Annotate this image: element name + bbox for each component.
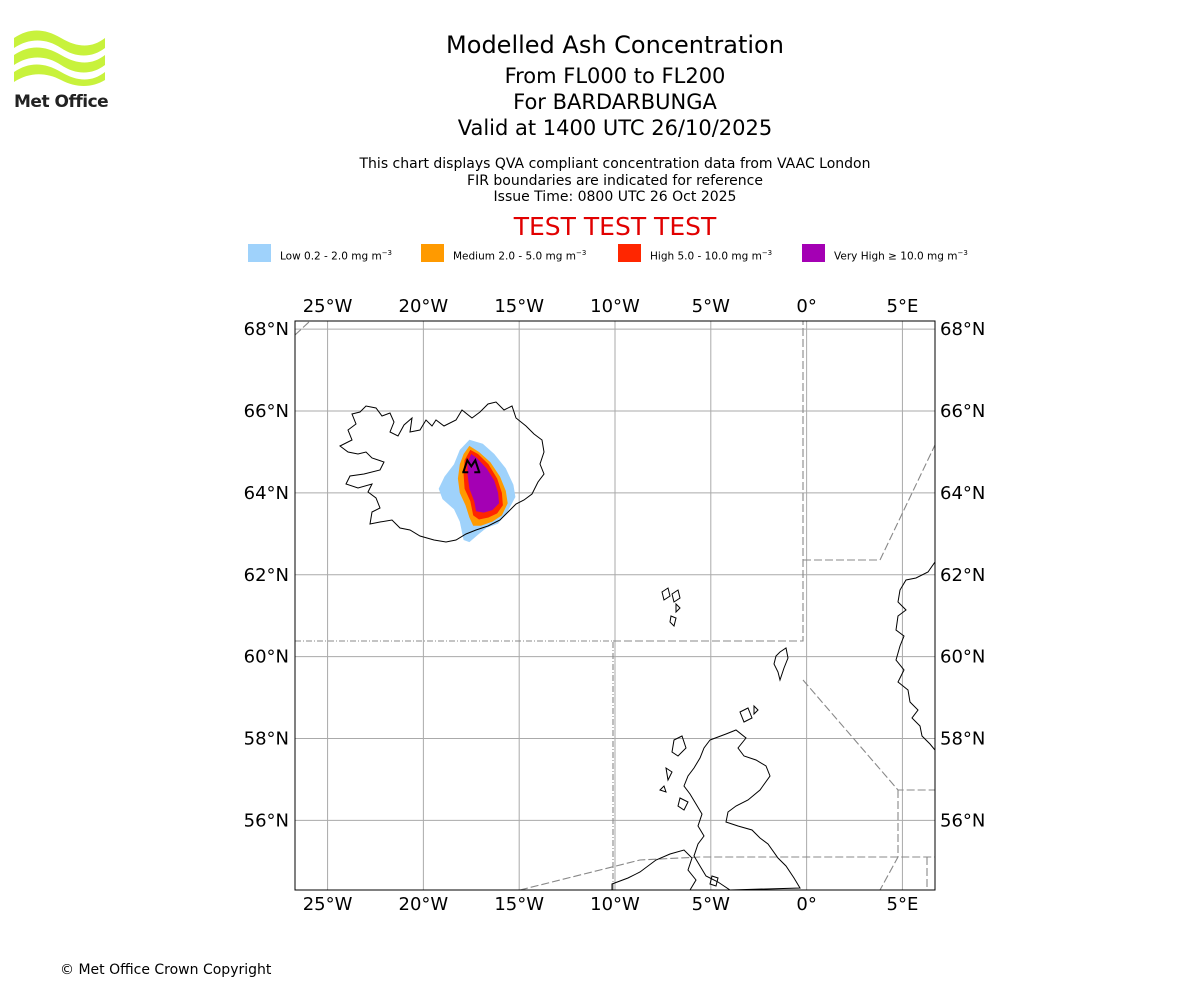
legend-unit-low: −3 xyxy=(381,249,393,257)
coastline-hebrides xyxy=(659,735,689,811)
lat-label-left: 56°N xyxy=(244,810,289,831)
lon-label-top: 10°W xyxy=(590,296,640,317)
volcano-icon xyxy=(462,458,481,474)
lon-label-bottom: 10°W xyxy=(590,894,640,915)
lat-label-right: 64°N xyxy=(940,483,985,504)
lon-label-top: 5°E xyxy=(887,296,919,317)
fir-boundary-north-sea xyxy=(802,679,935,791)
ash-concentration-areas xyxy=(438,439,516,543)
lon-label-top: 15°W xyxy=(494,296,544,317)
fir-boundary-north-atlantic xyxy=(295,640,614,890)
lat-label-left: 68°N xyxy=(244,319,289,340)
valid-time: Valid at 1400 UTC 26/10/2025 xyxy=(457,116,773,140)
met-office-logo: Met Office xyxy=(14,30,109,112)
lat-label-left: 62°N xyxy=(244,565,289,586)
legend-label-high: High 5.0 - 10.0 mg m xyxy=(650,250,762,263)
chart-header: Modelled Ash Concentration From FL000 to… xyxy=(315,30,915,242)
coastline-scotland xyxy=(683,729,801,890)
fir-boundary-southeast xyxy=(879,790,899,890)
legend-swatch-high xyxy=(618,244,641,262)
fir-boundary-shanwick xyxy=(519,856,935,890)
legend-unit-high: −3 xyxy=(761,249,773,257)
legend-swatch-very-high xyxy=(802,244,825,262)
legend-label-very-high: Very High ≥ 10.0 mg m xyxy=(834,250,958,263)
lat-label-right: 68°N xyxy=(940,319,985,340)
chart-title: Modelled Ash Concentration xyxy=(446,31,784,59)
lat-label-left: 60°N xyxy=(244,647,289,668)
lat-label-right: 60°N xyxy=(940,647,985,668)
coastline-orkney xyxy=(739,704,759,723)
fir-boundary-norway xyxy=(803,444,935,561)
coastline-faroe-islands xyxy=(661,587,681,627)
graticule xyxy=(295,321,935,890)
fir-note: FIR boundaries are indicated for referen… xyxy=(467,172,763,189)
lat-label-right: 56°N xyxy=(940,810,985,831)
lat-label-left: 58°N xyxy=(244,729,289,750)
lat-label-right: 62°N xyxy=(940,565,985,586)
volcano-symbol xyxy=(462,458,481,474)
lat-label-right: 66°N xyxy=(940,401,985,422)
fir-boundaries xyxy=(295,321,935,890)
fir-boundary-northwest xyxy=(295,321,311,336)
coastline-norway xyxy=(895,561,935,751)
lon-label-bottom: 5°E xyxy=(887,894,919,915)
legend-swatch-low xyxy=(248,244,271,262)
lon-label-top: 0° xyxy=(796,296,816,317)
map-frame xyxy=(294,320,936,891)
ash-area-very-high xyxy=(467,454,500,513)
lat-label-left: 64°N xyxy=(244,483,289,504)
fir-boundary-scottish-north xyxy=(613,321,804,642)
lon-label-bottom: 20°W xyxy=(399,894,449,915)
lon-label-bottom: 5°W xyxy=(692,894,730,915)
test-banner: TEST TEST TEST xyxy=(513,211,717,241)
flight-level-range: From FL000 to FL200 xyxy=(504,64,726,88)
axis-labels: 25°W 25°W 20°W 20°W 15°W 15°W 10°W 10°W 5°W 5°W 0°… xyxy=(244,296,986,915)
issue-time: Issue Time: 0800 UTC 26 Oct 2025 xyxy=(493,189,737,205)
coastlines xyxy=(339,401,935,890)
lat-label-right: 58°N xyxy=(940,729,985,750)
lat-label-left: 66°N xyxy=(244,401,289,422)
logo-wordmark: Met Office xyxy=(14,92,109,112)
lon-label-bottom: 15°W xyxy=(494,894,544,915)
lon-label-bottom: 0° xyxy=(796,894,816,915)
coastline-ireland-north xyxy=(611,849,697,890)
lon-label-bottom: 25°W xyxy=(303,894,353,915)
lon-label-top: 5°W xyxy=(692,296,730,317)
lon-label-top: 20°W xyxy=(399,296,449,317)
legend-unit-very-high: −3 xyxy=(957,249,968,257)
met-office-waves-icon xyxy=(14,30,105,86)
coastline-isle-of-man xyxy=(709,875,719,887)
legend-swatch-medium xyxy=(421,244,444,262)
volcano-name: For BARDARBUNGA xyxy=(513,90,717,114)
legend-unit-medium: −3 xyxy=(575,249,587,257)
copyright-notice: © Met Office Crown Copyright xyxy=(60,962,272,978)
coastline-shetland xyxy=(773,647,789,682)
coastline-iceland xyxy=(339,401,545,543)
lon-label-top: 25°W xyxy=(303,296,353,317)
legend-label-low: Low 0.2 - 2.0 mg m xyxy=(280,250,382,263)
legend-label-medium: Medium 2.0 - 5.0 mg m xyxy=(453,250,576,263)
chart-description: This chart displays QVA compliant concen… xyxy=(359,156,871,172)
